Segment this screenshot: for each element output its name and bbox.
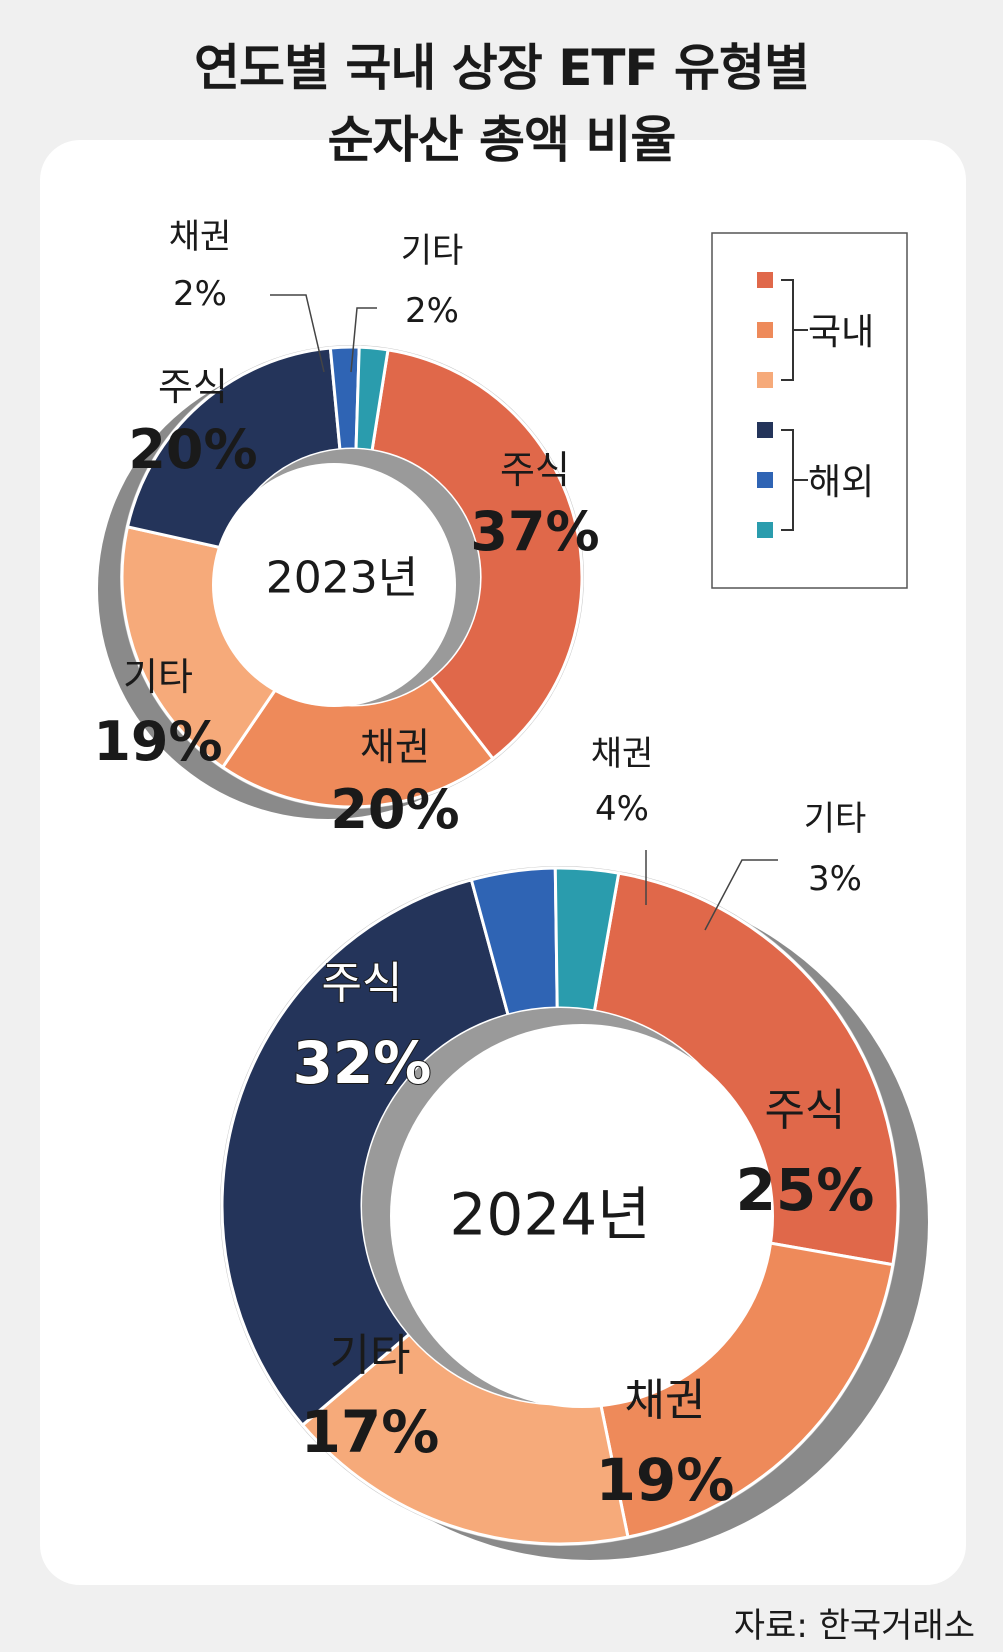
- donut-2023-value-label-4: 2%: [173, 274, 227, 314]
- donut-2023-category-label-3: 주식: [158, 365, 228, 409]
- donut-2024-category-label-2: 기타: [330, 1330, 411, 1381]
- donut-2024-value-label-3: 32%: [293, 1029, 432, 1097]
- donut-2023-value-label-0: 37%: [470, 500, 599, 563]
- donut-2023-leader-line-4: [270, 294, 325, 373]
- donut-chart-2024: 2024년 주식 25% 채권 19% 기타 17% 주식 32% 채권 4% 기타 3%: [220, 734, 928, 1560]
- donut-2024-category-label-5: 기타: [804, 799, 867, 839]
- legend-box: [711, 232, 908, 589]
- donut-2024-value-label-1: 19%: [596, 1446, 735, 1514]
- legend-swatch-domestic-other: [757, 372, 773, 388]
- donut-2024-hole: [390, 1024, 774, 1408]
- donut-2023-center-title: 2023년: [266, 552, 418, 603]
- donut-2024-value-label-5: 3%: [808, 859, 862, 899]
- donut-2024-category-label-0: 주식: [765, 1085, 846, 1136]
- legend-bracket-domestic: [781, 279, 808, 381]
- legend-label-domestic: 국내: [808, 312, 874, 353]
- donut-2023-category-label-0: 주식: [500, 448, 570, 492]
- chart-title-line2: 순자산 총액 비율: [327, 111, 677, 169]
- legend-bracket-overseas: [781, 429, 808, 531]
- source-note: 자료: 한국거래소: [733, 1606, 975, 1646]
- donut-2024-center-title: 2024년: [450, 1180, 651, 1248]
- legend-swatch-overseas-stock: [757, 422, 773, 438]
- donut-2023-category-label-1: 채권: [360, 725, 430, 769]
- donut-2024-value-label-0: 25%: [736, 1156, 875, 1224]
- donut-2023-category-label-2: 기타: [123, 655, 193, 699]
- legend-swatch-domestic-bond: [757, 322, 773, 338]
- donut-2023-category-label-4: 채권: [169, 217, 232, 257]
- legend-swatch-overseas-bond: [757, 472, 773, 488]
- donut-2024-leader-line-5: [704, 859, 778, 931]
- legend-swatch-overseas-other: [757, 522, 773, 538]
- legend-swatch-domestic-stock: [757, 272, 773, 288]
- donut-2023-leader-line-5: [350, 307, 377, 373]
- donut-2024-category-label-3: 주식: [322, 958, 403, 1009]
- donut-2023-value-label-3: 20%: [128, 418, 257, 481]
- donut-2024-category-label-1: 채권: [625, 1375, 706, 1426]
- donut-2023-value-label-2: 19%: [93, 710, 222, 773]
- donut-2023-category-label-5: 기타: [401, 231, 464, 271]
- donut-2023-value-label-1: 20%: [330, 778, 459, 841]
- donut-2024-value-label-2: 17%: [301, 1398, 440, 1466]
- legend: 국내 해외: [711, 232, 908, 589]
- legend-label-overseas: 해외: [808, 462, 874, 503]
- donut-2023-value-label-5: 2%: [405, 291, 459, 331]
- donut-2023-hole: [212, 463, 456, 707]
- donut-chart-2023: 2023년 주식 37% 채권 20% 기타 19% 주식 20% 채권 2% 기타 2%: [93, 217, 599, 841]
- chart-title-line1: 연도별 국내 상장 ETF 유형별: [193, 39, 810, 97]
- donut-2024-value-label-4: 4%: [595, 789, 649, 829]
- donut-2024-category-label-4: 채권: [591, 734, 654, 774]
